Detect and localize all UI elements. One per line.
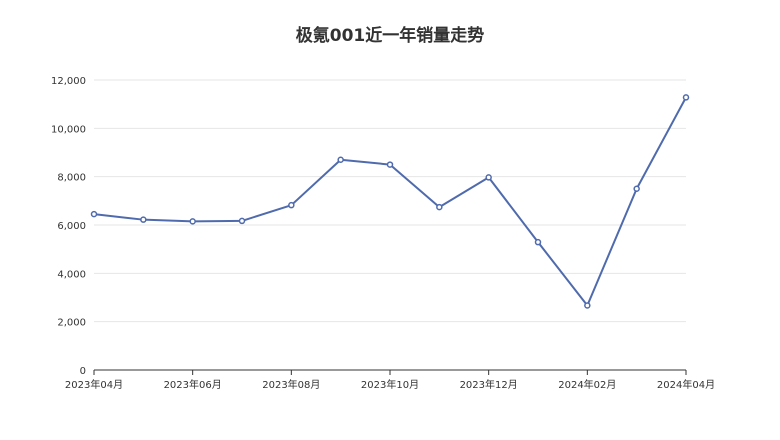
data-point[interactable] <box>90 210 98 218</box>
data-point[interactable] <box>140 216 147 223</box>
x-tick-label: 2023年10月 <box>361 378 419 391</box>
data-point[interactable] <box>238 217 246 225</box>
data-point[interactable] <box>189 218 196 225</box>
x-tick-label: 2024年04月 <box>657 378 715 391</box>
y-tick-label: 4,000 <box>57 269 86 280</box>
x-tick-label: 2023年06月 <box>164 378 222 391</box>
data-point[interactable] <box>534 238 542 246</box>
x-tick-label: 2023年12月 <box>460 378 518 391</box>
data-point[interactable] <box>633 185 640 192</box>
y-tick-label: 6,000 <box>57 221 86 232</box>
y-tick-label: 2,000 <box>57 318 86 329</box>
series-layer <box>90 94 690 309</box>
x-tick-label: 2024年02月 <box>558 378 616 391</box>
axes: 0 2,000 4,000 6,000 8,000 10,000 12,000 2023年04… <box>51 76 715 391</box>
grid-lines <box>94 79 686 323</box>
data-point[interactable] <box>485 174 492 181</box>
chart-title: 极氪001近一年销量走势 <box>296 25 485 46</box>
data-point[interactable] <box>386 161 394 168</box>
y-tick-label: 0 <box>80 366 86 377</box>
y-tick-label: 8,000 <box>57 173 86 184</box>
data-point[interactable] <box>584 302 591 309</box>
data-point[interactable] <box>436 203 443 211</box>
data-point[interactable] <box>337 156 344 163</box>
x-tick-label: 2023年08月 <box>262 378 320 391</box>
y-tick-label: 12,000 <box>51 76 86 87</box>
y-tick-label: 10,000 <box>51 124 86 135</box>
data-point[interactable] <box>682 94 690 101</box>
data-point[interactable] <box>288 201 295 209</box>
x-tick-label: 2023年04月 <box>65 378 123 391</box>
